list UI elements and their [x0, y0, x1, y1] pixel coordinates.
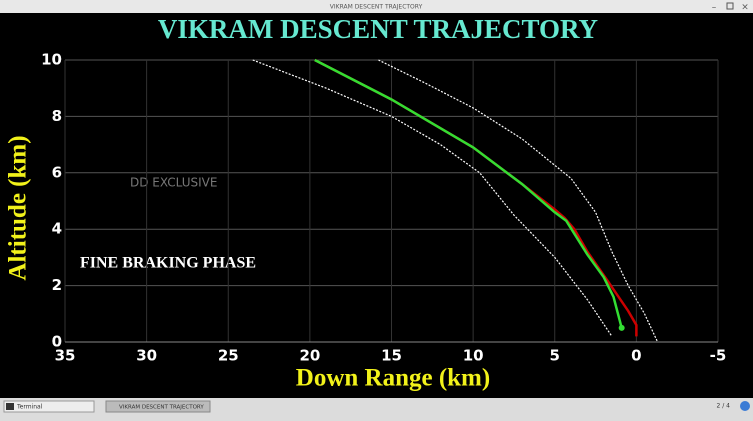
y-tick-label: 4: [52, 220, 62, 238]
phase-label: FINE BRAKING PHASE: [80, 255, 256, 272]
trajectory-line: [314, 58, 623, 329]
watermark: DD EXCLUSIVE: [130, 176, 217, 190]
title-bar: [0, 0, 753, 13]
workspace-indicator: 2 / 4: [717, 403, 731, 410]
taskbar-item-label: Terminal: [16, 404, 43, 411]
x-tick-label: 15: [381, 347, 402, 365]
x-tick-label: 0: [631, 347, 641, 365]
y-tick-label: 0: [52, 333, 62, 351]
end-marker: [618, 324, 625, 331]
y-axis-label: Altitude (km): [5, 135, 32, 280]
window-title: VIKRAM DESCENT TRAJECTORY: [330, 4, 423, 11]
x-axis-label: Down Range (km): [296, 365, 490, 392]
terminal-icon: [6, 403, 14, 410]
trajectory-line: [252, 59, 613, 337]
x-tick-label: 10: [463, 347, 484, 365]
trajectory-line: [378, 59, 659, 343]
y-tick-label: 2: [52, 276, 62, 294]
x-tick-label: 30: [136, 347, 157, 365]
chart-title: VIKRAM DESCENT TRAJECTORY: [158, 14, 598, 44]
x-tick-label: 35: [55, 347, 76, 365]
plot: 0 2 4 6 8 10 35 30 25 20 15 10 5 0 -5: [41, 51, 726, 365]
x-tick-label: -5: [710, 347, 727, 365]
taskbar-item[interactable]: [3, 400, 95, 413]
taskbar-item-label: VIKRAM DESCENT TRAJECTORY: [119, 405, 204, 411]
maximize-button[interactable]: [726, 2, 734, 10]
y-tick-label: 8: [52, 107, 62, 125]
minimize-button[interactable]: –: [712, 3, 717, 13]
x-tick-label: 5: [550, 347, 560, 365]
y-tick-label: 6: [52, 163, 62, 181]
taskbar-item[interactable]: [105, 400, 211, 413]
x-tick-label: 25: [218, 347, 239, 365]
y-tick-label: 10: [41, 51, 62, 69]
chart-background: [0, 13, 753, 398]
help-icon[interactable]: [740, 401, 750, 411]
x-tick-label: 20: [299, 347, 320, 365]
close-button[interactable]: ×: [741, 3, 749, 13]
